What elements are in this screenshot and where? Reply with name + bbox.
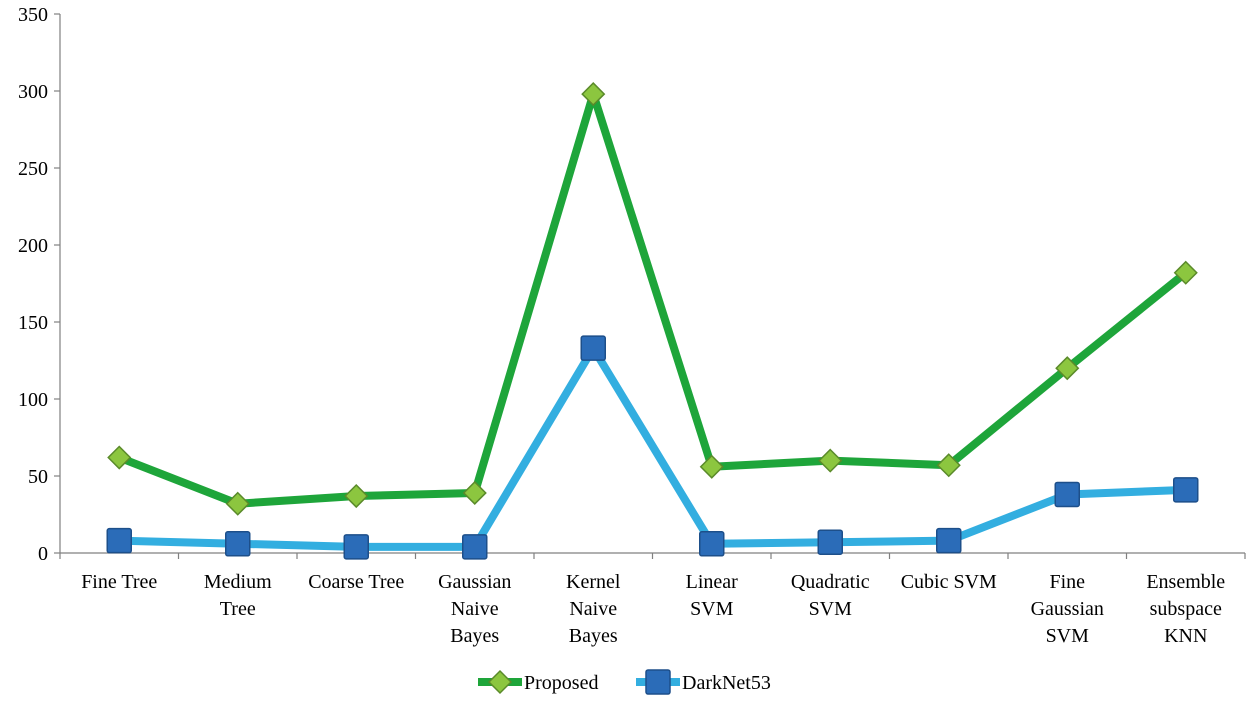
x-tick-label: Medium Tree <box>204 571 272 620</box>
y-tick-label: 100 <box>18 389 48 411</box>
y-tick-label: 200 <box>18 235 48 257</box>
series-line-proposed <box>115 90 1190 508</box>
y-tick-label: 150 <box>18 312 48 334</box>
x-tick-label: Fine Gaussian SVM <box>1031 571 1104 647</box>
data-point-darknet53 <box>343 534 369 560</box>
data-point-proposed <box>699 454 724 479</box>
axes <box>54 13 1246 559</box>
data-point-proposed <box>1173 260 1198 285</box>
data-point-darknet53 <box>817 529 843 555</box>
x-tick-label: Ensemble subspace KNN <box>1146 571 1225 647</box>
legend-label-proposed: Proposed <box>524 672 598 694</box>
legend-label-darknet53: DarkNet53 <box>682 672 771 694</box>
x-tick-label: Coarse Tree <box>308 571 404 593</box>
data-point-proposed <box>581 82 606 107</box>
data-point-darknet53 <box>225 531 251 557</box>
data-point-proposed <box>462 480 487 506</box>
y-tick-label: 250 <box>18 158 48 180</box>
data-point-darknet53 <box>106 527 132 554</box>
legend-marker-darknet53 <box>645 669 671 695</box>
data-point-darknet53 <box>580 335 606 361</box>
data-point-darknet53 <box>936 527 962 554</box>
data-point-proposed <box>1055 356 1080 381</box>
y-tick-label: 350 <box>18 4 48 26</box>
data-point-darknet53 <box>462 534 488 560</box>
legend-marker-proposed <box>487 669 513 695</box>
y-tick-label: 300 <box>18 81 48 103</box>
x-tick-label: Linear SVM <box>686 571 739 620</box>
data-point-darknet53 <box>1173 477 1199 503</box>
data-point-proposed <box>225 491 250 516</box>
x-tick-labels: Fine Tree Medium Tree Coarse Tree Gaussian Na… <box>81 571 1225 647</box>
y-tick-labels: 0 50 100 150 200 250 300 350 <box>18 4 48 565</box>
series-markers <box>106 82 1199 560</box>
data-point-darknet53 <box>1054 481 1080 508</box>
series-line-darknet53 <box>115 344 1190 551</box>
x-tick-label: Cubic SVM <box>901 571 997 593</box>
legend: Proposed DarkNet53 <box>478 669 771 695</box>
x-tick-label: Quadratic SVM <box>791 571 870 620</box>
data-point-proposed <box>107 445 132 470</box>
x-tick-label: Fine Tree <box>81 571 157 593</box>
data-point-proposed <box>344 483 369 509</box>
x-tick-label: Gaussian Naive Bayes <box>438 571 511 647</box>
x-tick-label: Kernel Naive Bayes <box>566 571 621 647</box>
y-tick-label: 50 <box>28 466 48 488</box>
y-tick-label: 0 <box>38 543 48 565</box>
data-point-proposed <box>936 453 961 478</box>
series-lines <box>115 90 1190 551</box>
data-point-proposed <box>818 448 843 473</box>
data-point-darknet53 <box>699 531 725 557</box>
